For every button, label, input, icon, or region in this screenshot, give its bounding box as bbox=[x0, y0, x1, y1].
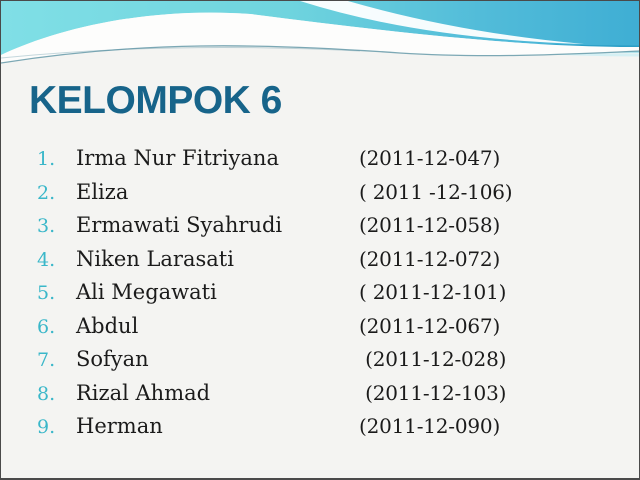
member-id: (2011-12-067) bbox=[359, 313, 501, 338]
item-number: 5. bbox=[37, 282, 56, 304]
member-id: ( 2011 -12-106) bbox=[359, 179, 513, 204]
list-item: 1. Irma Nur Fitriyana (2011-12-047) bbox=[37, 142, 631, 176]
list-item: 8. Rizal Ahmad (2011-12-103) bbox=[37, 377, 631, 411]
list-item: 6. Abdul (2011-12-067) bbox=[37, 310, 631, 344]
member-id: (2011-12-058) bbox=[359, 213, 501, 237]
member-id: (2011-12-028) bbox=[359, 347, 507, 371]
item-number: 7. bbox=[37, 349, 56, 371]
item-number: 2. bbox=[37, 181, 56, 204]
member-name: Niken Larasati bbox=[76, 246, 234, 271]
item-number: 4. bbox=[37, 248, 56, 271]
item-number: 6. bbox=[37, 315, 56, 338]
wave-white-swoosh bbox=[300, 1, 585, 44]
item-number: 9. bbox=[37, 416, 56, 438]
item-number: 3. bbox=[37, 215, 56, 237]
list-item: 3. Ermawati Syahrudi (2011-12-058) bbox=[37, 209, 631, 243]
list-item: 2. Eliza ( 2011 -12-106) bbox=[37, 176, 631, 210]
member-name: Ermawati Syahrudi bbox=[76, 213, 283, 237]
member-id: (2011-12-047) bbox=[359, 146, 501, 170]
member-list: 1. Irma Nur Fitriyana (2011-12-047) 2. E… bbox=[37, 142, 631, 444]
wave-thin-line bbox=[1, 45, 639, 64]
member-id: ( 2011-12-101) bbox=[359, 280, 507, 304]
wave-white-field bbox=[1, 12, 639, 63]
list-item: 9. Herman (2011-12-090) bbox=[37, 410, 631, 444]
member-id: (2011-12-072) bbox=[359, 246, 501, 271]
list-item: 7. Sofyan (2011-12-028) bbox=[37, 343, 631, 377]
wave-band bbox=[1, 1, 639, 55]
member-name: Abdul bbox=[76, 313, 139, 338]
item-number: 1. bbox=[37, 148, 56, 170]
member-id: (2011-12-103) bbox=[359, 380, 507, 405]
wave-thin-line-faint bbox=[1, 46, 360, 59]
member-name: Ali Megawati bbox=[76, 280, 217, 304]
member-name: Herman bbox=[76, 414, 163, 438]
member-name: Sofyan bbox=[76, 347, 149, 371]
member-name: Eliza bbox=[76, 179, 129, 204]
decorative-wave bbox=[1, 1, 639, 64]
item-number: 8. bbox=[37, 382, 56, 405]
slide-title: KELOMPOK 6 bbox=[29, 79, 282, 122]
member-name: Rizal Ahmad bbox=[76, 380, 211, 405]
list-item: 4. Niken Larasati (2011-12-072) bbox=[37, 243, 631, 277]
list-item: 5. Ali Megawati ( 2011-12-101) bbox=[37, 276, 631, 310]
member-name: Irma Nur Fitriyana bbox=[76, 146, 279, 170]
member-id: (2011-12-090) bbox=[359, 414, 501, 438]
